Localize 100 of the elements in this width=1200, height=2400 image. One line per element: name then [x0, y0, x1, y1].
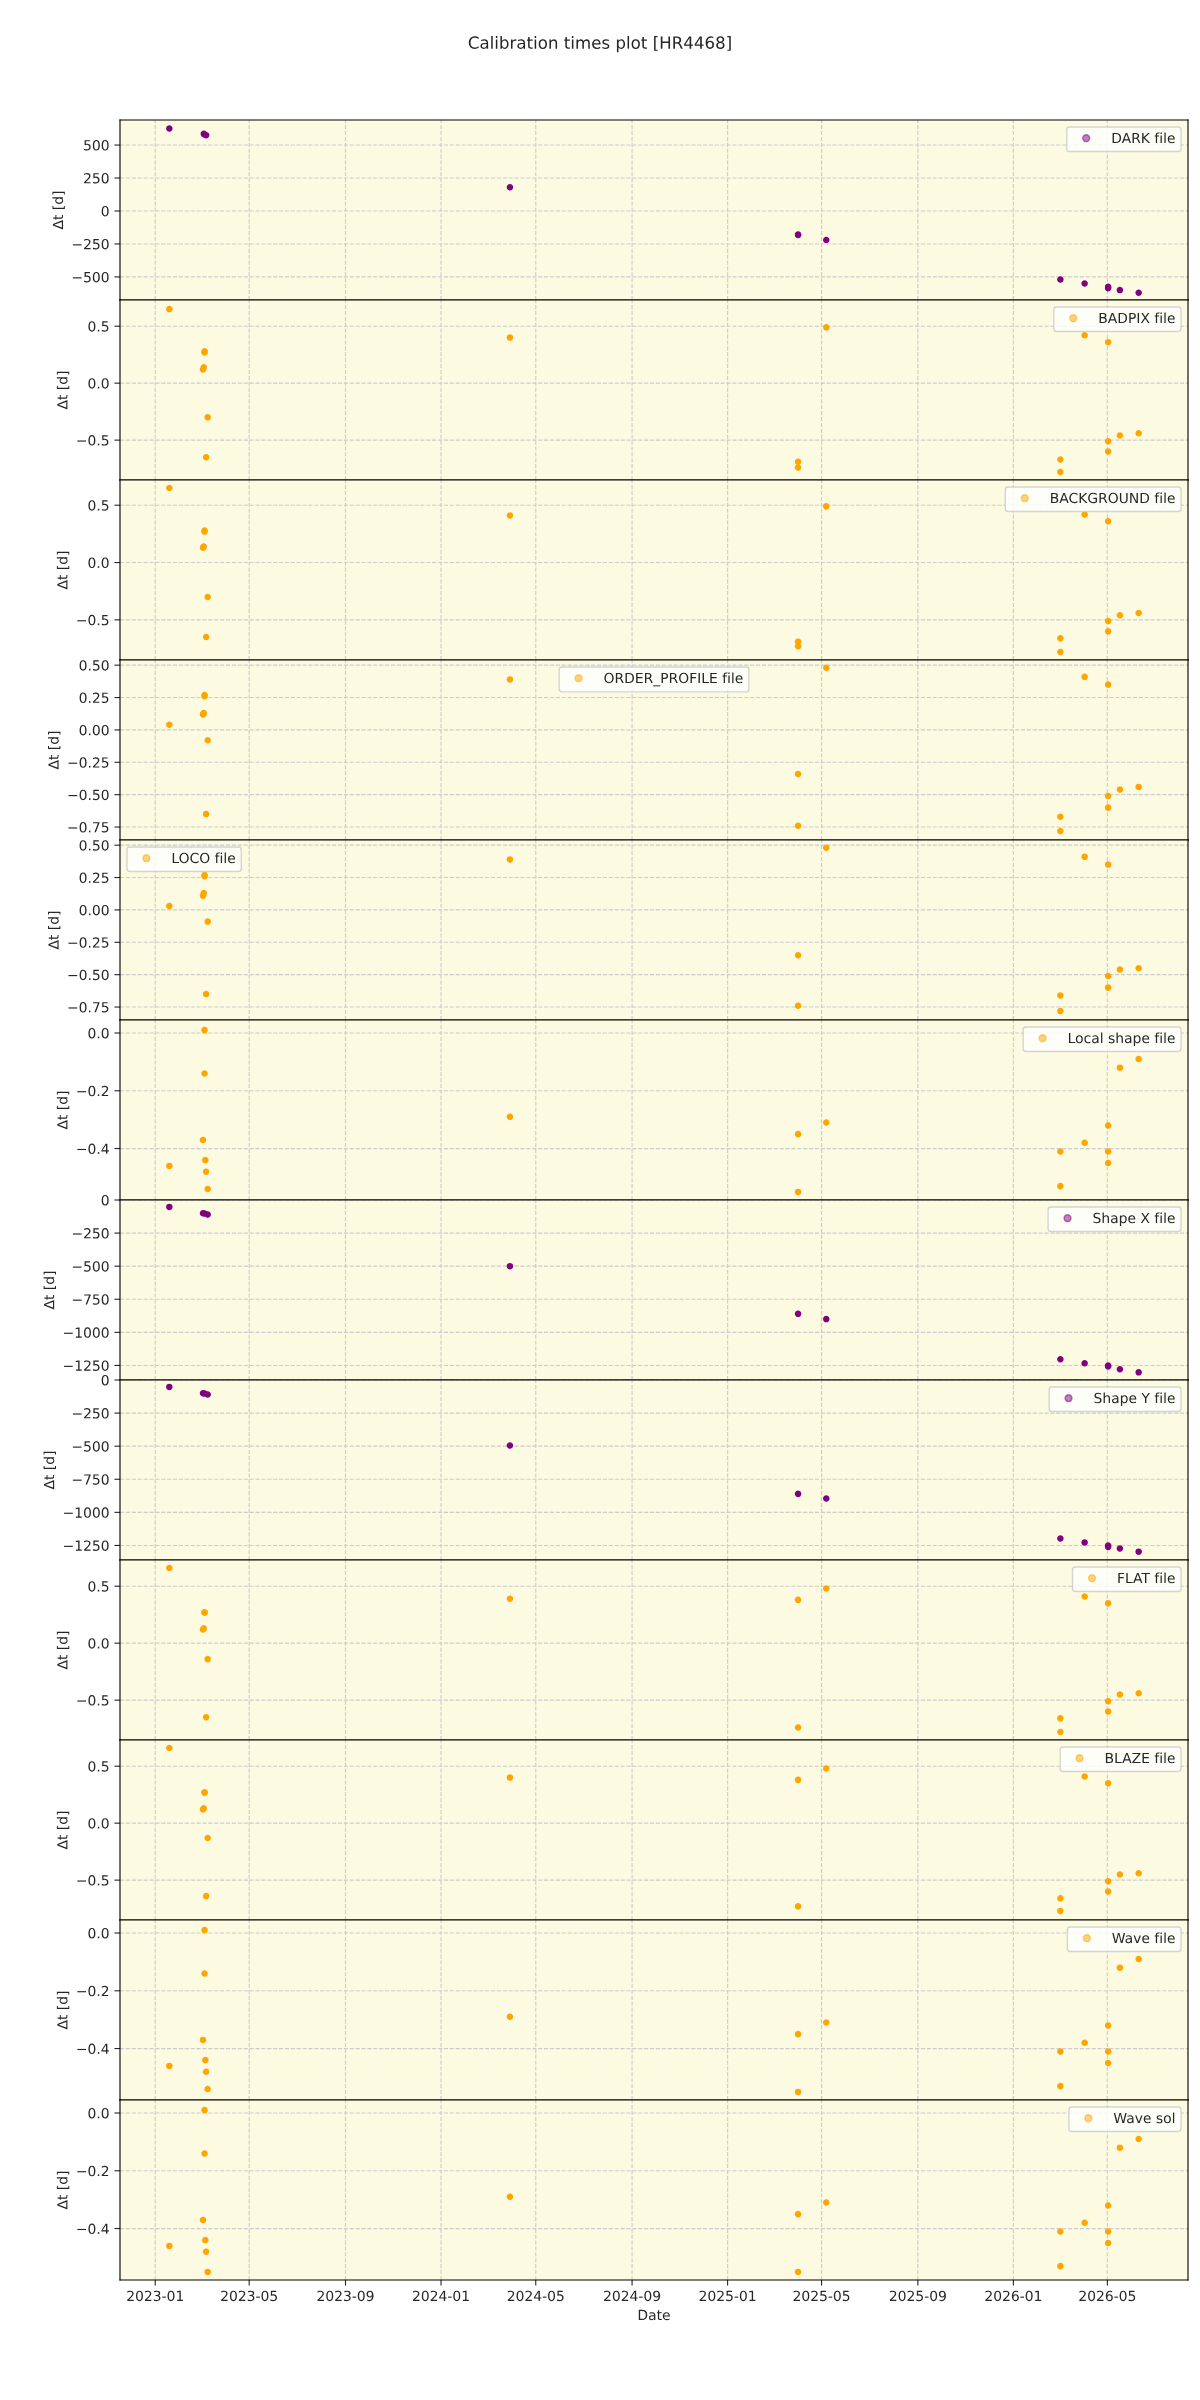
- point: [794, 951, 802, 959]
- x-tick-label: 2026-05: [1079, 2290, 1136, 2302]
- point: [204, 1655, 211, 1663]
- point: [1116, 786, 1124, 793]
- y-tick-label: −750: [72, 1474, 109, 1485]
- x-tick-label: 2024-01: [413, 2290, 469, 2302]
- y-tick-label: −0.2: [77, 2165, 109, 2177]
- y-axis-title: Δt [d]: [43, 1271, 56, 1310]
- y-axis-title: Δt [d]: [56, 1811, 70, 1850]
- point: [1057, 634, 1064, 642]
- point: [1116, 612, 1124, 619]
- point: [1104, 972, 1112, 980]
- legend-label: BADPIX file: [1099, 312, 1175, 324]
- point: [1104, 681, 1112, 688]
- point: [204, 737, 211, 744]
- y-tick-label: −1000: [64, 1327, 109, 1338]
- point: [794, 1188, 802, 1196]
- y-axis-title: Δt [d]: [56, 551, 70, 590]
- point: [1116, 286, 1124, 294]
- point: [201, 1926, 208, 1934]
- y-axis-title: Δt [d]: [56, 1091, 70, 1130]
- y-tick-label: −0.4: [77, 2043, 109, 2055]
- point: [1135, 1055, 1142, 1063]
- y-tick-label: −0.5: [77, 614, 109, 626]
- point: [1116, 966, 1124, 973]
- y-tick-label: 0.25: [79, 872, 109, 884]
- point: [202, 1892, 210, 1900]
- point: [201, 1026, 208, 1034]
- point: [201, 2150, 208, 2157]
- point: [1104, 2022, 1112, 2029]
- point: [794, 1490, 802, 1498]
- point: [1104, 448, 1112, 455]
- point: [1135, 1955, 1142, 1963]
- y-tick-label: 0.5: [88, 1761, 109, 1772]
- point: [202, 1713, 210, 1721]
- point: [1057, 1728, 1064, 1736]
- point: [794, 1310, 802, 1318]
- point: [202, 633, 210, 641]
- legend-label: LOCO file: [172, 852, 236, 864]
- point: [506, 1262, 514, 1270]
- y-tick-label: 0.00: [79, 904, 109, 916]
- y-tick-label: −1250: [64, 1360, 109, 1371]
- point: [1057, 1535, 1064, 1542]
- point: [1116, 2144, 1124, 2151]
- point: [823, 1315, 830, 1323]
- point: [202, 1156, 209, 1164]
- y-tick-label: −0.5: [77, 1875, 109, 1886]
- point: [794, 770, 802, 778]
- point: [166, 721, 173, 729]
- point: [1104, 1122, 1112, 1129]
- point: [1104, 617, 1112, 625]
- point: [199, 1136, 207, 1144]
- x-tick-label: 2024-05: [507, 2290, 564, 2302]
- point: [166, 125, 173, 132]
- point: [1057, 468, 1064, 476]
- point: [506, 1595, 514, 1602]
- point: [166, 1564, 173, 1572]
- point: [794, 1002, 802, 1010]
- point: [823, 1585, 830, 1592]
- point: [1081, 1539, 1088, 1546]
- y-tick-label: 0.5: [88, 321, 109, 332]
- x-tick-label: 2024-09: [604, 2290, 661, 2302]
- point: [1135, 1690, 1142, 1697]
- point: [794, 1130, 802, 1138]
- y-tick-label: 0: [101, 1374, 109, 1386]
- point: [199, 2216, 207, 2224]
- point: [1104, 1780, 1112, 1787]
- point: [794, 464, 802, 471]
- point: [823, 1495, 830, 1502]
- y-tick-label: 0.50: [79, 660, 109, 671]
- point: [166, 484, 173, 492]
- point: [794, 1724, 802, 1731]
- point: [1057, 1007, 1064, 1015]
- point: [202, 2056, 209, 2064]
- point: [1104, 1708, 1112, 1715]
- point: [166, 305, 173, 313]
- point: [1104, 338, 1112, 346]
- point: [166, 902, 173, 910]
- point: [1116, 1871, 1124, 1878]
- point: [1104, 804, 1112, 811]
- point: [1116, 432, 1124, 439]
- point: [1081, 2039, 1088, 2047]
- point: [199, 2036, 207, 2044]
- point: [823, 324, 830, 331]
- point: [823, 2199, 830, 2206]
- point: [1104, 2048, 1112, 2055]
- point: [794, 822, 802, 830]
- chart-title: Calibration times plot [HR4468]: [468, 36, 731, 53]
- point: [1104, 861, 1112, 868]
- point: [1116, 1964, 1124, 1971]
- point: [202, 990, 210, 998]
- y-axis-title: Δt [d]: [56, 1631, 70, 1670]
- point: [204, 918, 211, 925]
- legend-label: Wave file: [1112, 1932, 1175, 1944]
- point: [794, 1776, 802, 1784]
- point: [202, 2068, 210, 2075]
- point: [1081, 511, 1088, 518]
- point: [1116, 1366, 1124, 1373]
- y-tick-label: −0.25: [68, 757, 109, 768]
- y-tick-label: −0.50: [68, 969, 109, 981]
